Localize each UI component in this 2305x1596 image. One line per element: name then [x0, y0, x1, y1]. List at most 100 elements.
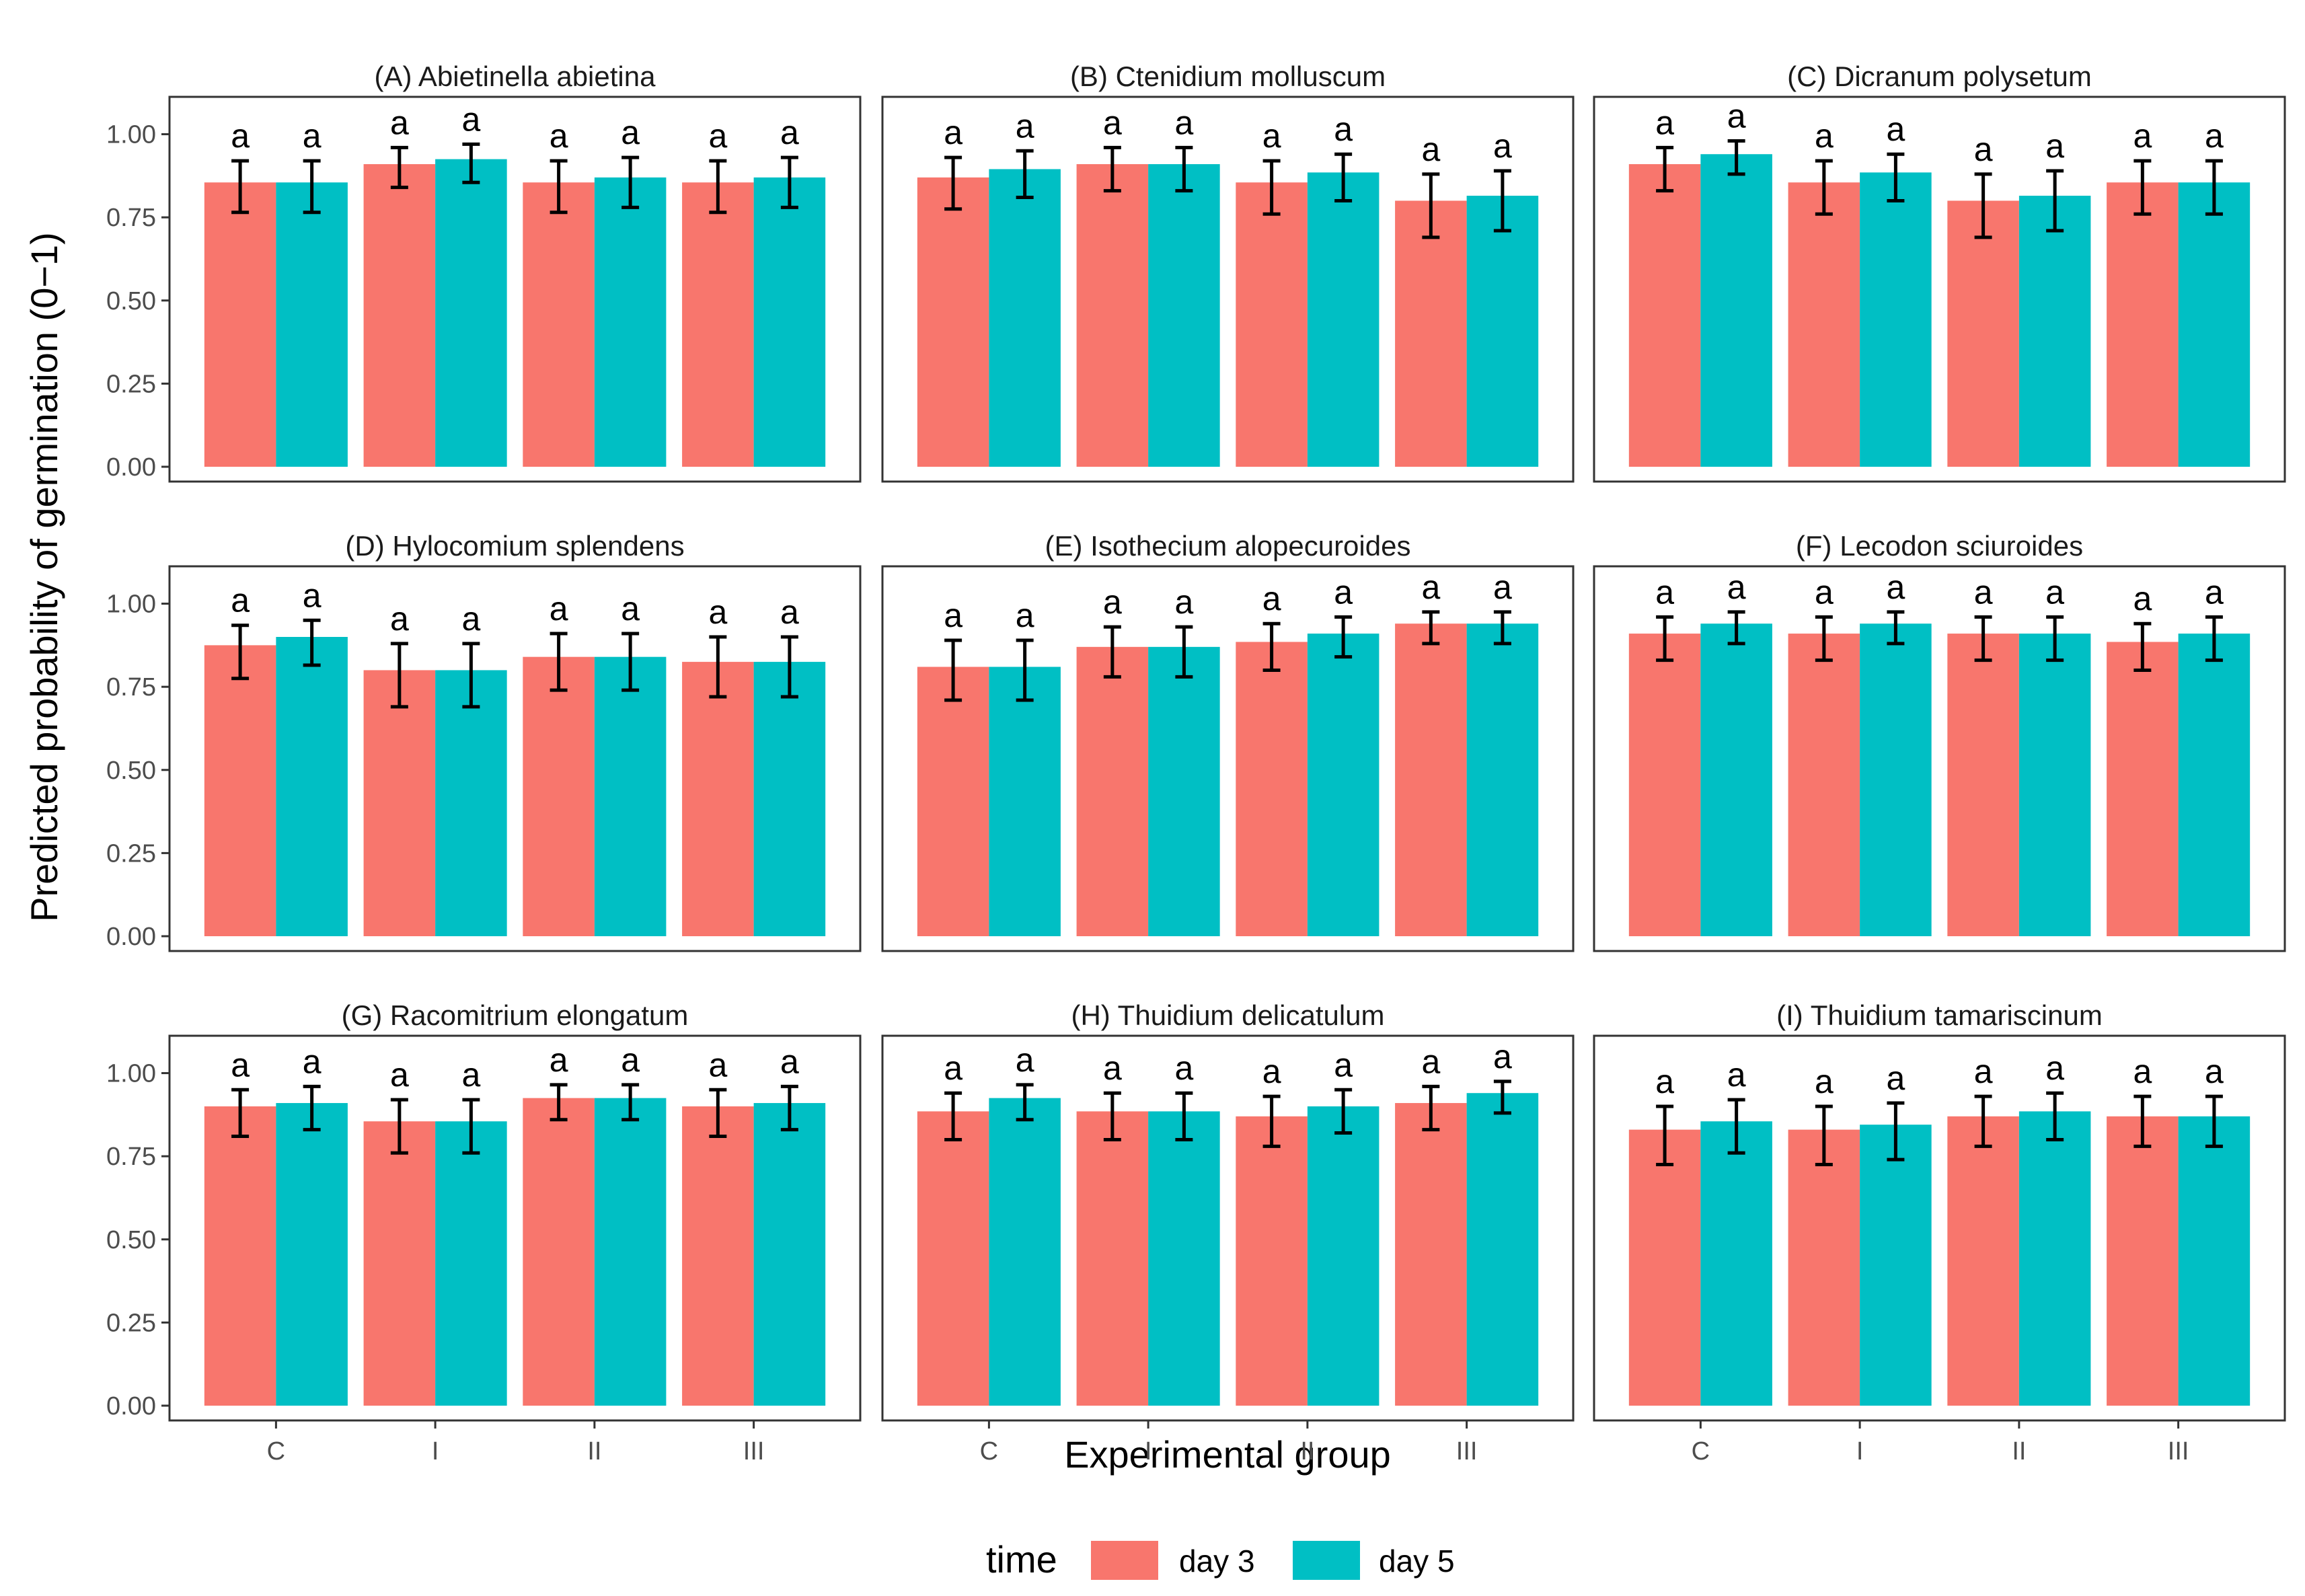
bar — [917, 177, 989, 467]
bar — [204, 645, 276, 936]
significance-label: a — [2045, 573, 2064, 611]
bar — [2018, 196, 2091, 467]
bar — [1788, 1129, 1860, 1406]
significance-label: a — [2205, 117, 2224, 155]
bar — [276, 1103, 348, 1406]
significance-label: a — [780, 1042, 799, 1080]
significance-label: a — [1655, 1063, 1674, 1100]
significance-label: a — [1103, 104, 1122, 141]
significance-label: a — [303, 1042, 322, 1080]
bar — [1628, 634, 1701, 936]
y-tick-label: 0.50 — [106, 757, 156, 785]
significance-label: a — [1334, 1046, 1353, 1084]
significance-label: a — [1493, 127, 1512, 165]
facet-panel: (F) Lecodon sciuroides a a a a a a a a — [1593, 530, 2286, 952]
significance-label: a — [780, 114, 799, 151]
significance-label: a — [944, 597, 962, 634]
bar — [363, 164, 436, 467]
y-tick-label: 0.50 — [106, 287, 156, 315]
panel-border — [881, 565, 1575, 952]
significance-label: a — [1815, 573, 1834, 611]
bar — [1076, 1111, 1149, 1406]
significance-label: a — [1974, 573, 1993, 611]
significance-label: a — [2045, 127, 2064, 165]
bar — [917, 667, 989, 936]
bar — [523, 656, 595, 936]
bar — [753, 662, 826, 936]
significance-label: a — [550, 1041, 568, 1079]
bar — [1148, 646, 1220, 936]
bar — [1148, 1111, 1220, 1406]
y-tick-label: 0.50 — [106, 1226, 156, 1254]
bar — [1947, 1116, 2019, 1406]
x-tick-label: III — [2168, 1437, 2189, 1466]
bar — [1466, 623, 1539, 936]
bar — [1947, 634, 2019, 936]
significance-label: a — [1727, 568, 1746, 606]
significance-label: a — [550, 117, 568, 155]
x-axis-title: Experimental group — [1064, 1433, 1391, 1476]
significance-label: a — [1262, 117, 1281, 155]
significance-label: a — [1103, 1049, 1122, 1087]
bar — [1860, 172, 1932, 467]
y-tick-label: 1.00 — [106, 1060, 156, 1088]
y-tick-label: 0.75 — [106, 673, 156, 701]
bar — [1700, 623, 1772, 936]
facet-panel: (D) Hylocomium splendens a a a a a a a a 0.00 0.25… — [106, 530, 862, 952]
significance-label: a — [1334, 573, 1353, 611]
x-tick-label: I — [1856, 1437, 1864, 1466]
y-tick-label: 1.00 — [106, 121, 156, 149]
significance-label: a — [390, 600, 409, 638]
bar — [204, 182, 276, 467]
significance-label: a — [1016, 107, 1034, 145]
bar — [1860, 623, 1932, 936]
significance-label: a — [303, 576, 322, 614]
bar — [1628, 164, 1701, 467]
significance-label: a — [1655, 104, 1674, 141]
facet-panels: (A) Abietinella abietina a a a a a a a a 0.00 0.25… — [106, 61, 2286, 1466]
facet-panel: (B) Ctenidium molluscum a a a a a a a a — [881, 61, 1575, 483]
significance-label: a — [1974, 130, 1993, 168]
x-tick-label: C — [1692, 1437, 1710, 1466]
y-tick-label: 0.00 — [106, 453, 156, 482]
significance-label: a — [550, 590, 568, 628]
bar — [1466, 1093, 1539, 1406]
bar — [1307, 1106, 1380, 1406]
significance-label: a — [1174, 583, 1193, 621]
significance-label: a — [2205, 1053, 2224, 1090]
significance-label: a — [621, 1041, 640, 1079]
significance-label: a — [303, 117, 322, 155]
bar — [204, 1106, 276, 1406]
bar — [682, 182, 754, 467]
facet-title: (G) Racomitrium elongatum — [342, 999, 689, 1031]
significance-label: a — [461, 1056, 480, 1094]
bar — [753, 1103, 826, 1406]
significance-label: a — [708, 593, 727, 631]
facet-panel: (C) Dicranum polysetum a a a a a a a a — [1593, 61, 2286, 483]
bar — [1076, 164, 1149, 467]
bar — [594, 1098, 667, 1406]
significance-label: a — [1727, 97, 1746, 135]
panel-border — [168, 565, 862, 952]
x-tick-label: II — [2012, 1437, 2026, 1466]
facet-panel: (G) Racomitrium elongatum a a a a a a a a 0.00 0.2… — [106, 999, 862, 1466]
significance-label: a — [1262, 580, 1281, 617]
facet-title: (C) Dicranum polysetum — [1787, 61, 2092, 92]
facet-title: (I) Thuidium tamariscinum — [1776, 999, 2103, 1031]
bar — [2018, 1111, 2091, 1406]
facet-title: (H) Thuidium delicatulum — [1071, 999, 1384, 1031]
bar — [1628, 1129, 1701, 1406]
bar — [1076, 646, 1149, 936]
significance-label: a — [1334, 110, 1353, 148]
panel-border — [1593, 1034, 2286, 1422]
bar — [2107, 1116, 2179, 1406]
bar — [1395, 623, 1467, 936]
x-tick-label: I — [1145, 1437, 1152, 1466]
x-tick-label: C — [267, 1437, 285, 1466]
bar — [363, 670, 436, 936]
bar — [753, 177, 826, 467]
significance-label: a — [1421, 568, 1440, 606]
bar — [1148, 164, 1220, 467]
